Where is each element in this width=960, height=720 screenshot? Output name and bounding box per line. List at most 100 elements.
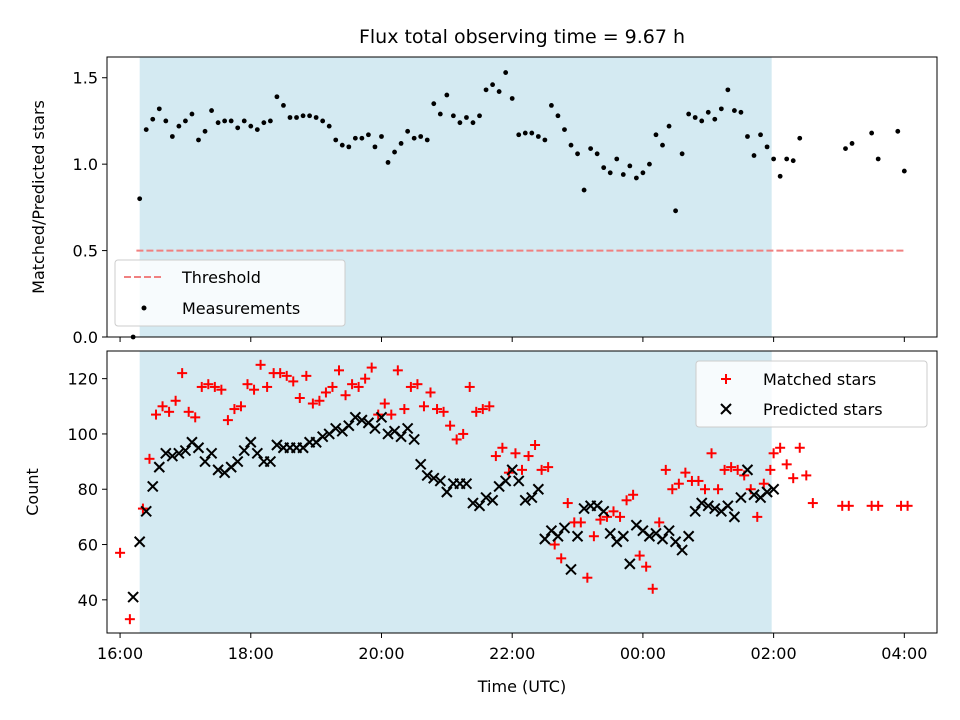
matched-star-point bbox=[634, 550, 645, 561]
cross-b bbox=[473, 500, 486, 512]
matched-stars-points bbox=[115, 359, 913, 625]
measurement-point bbox=[738, 109, 744, 115]
cross-b bbox=[460, 477, 473, 490]
measurement-point bbox=[555, 113, 561, 119]
cross-b bbox=[643, 530, 656, 542]
measurement-point bbox=[732, 108, 737, 113]
cross-b bbox=[388, 425, 401, 437]
measurement-point bbox=[503, 70, 509, 75]
measurement-point bbox=[549, 102, 554, 108]
matched-star-point bbox=[902, 500, 913, 511]
predicted-star-point bbox=[676, 544, 688, 556]
cross-b bbox=[369, 422, 381, 435]
matched-star-point bbox=[340, 390, 351, 401]
matched-star-point bbox=[471, 406, 482, 417]
matched-star-point bbox=[196, 381, 207, 392]
matched-star-point bbox=[222, 415, 233, 426]
matched-star-point bbox=[151, 409, 162, 420]
legend-measurements-swatch bbox=[141, 305, 147, 311]
cross-b bbox=[166, 450, 179, 462]
measurement-point bbox=[228, 118, 234, 124]
measurement-point bbox=[522, 130, 528, 136]
cross-b bbox=[689, 505, 701, 518]
legend-matched-label: Matched stars bbox=[763, 370, 876, 389]
y-tick-label: 40 bbox=[78, 591, 98, 610]
matched-star-point bbox=[794, 442, 805, 453]
cross-b bbox=[467, 497, 479, 509]
predicted-star-point bbox=[316, 430, 329, 443]
predicted-star-point bbox=[480, 491, 492, 504]
measurement-point bbox=[679, 151, 685, 157]
matched-star-point bbox=[641, 561, 652, 572]
matched-star-point bbox=[536, 464, 547, 475]
cross-b bbox=[362, 417, 375, 429]
ratio-panel: 0.0 0.5 1.0 1.5 Matched/Predicted stars Thr… bbox=[29, 56, 938, 347]
measurement-point bbox=[843, 146, 848, 152]
matched-star-point bbox=[360, 373, 371, 384]
measurement-point bbox=[398, 141, 404, 146]
x-tick-label: 16:00 bbox=[97, 644, 143, 663]
predicted-star-point bbox=[173, 447, 185, 460]
cross-b bbox=[767, 483, 780, 495]
measurement-point bbox=[496, 89, 502, 94]
matched-star-point bbox=[873, 500, 884, 511]
measurement-point bbox=[183, 118, 188, 124]
measurement-point bbox=[176, 123, 182, 129]
matched-star-point bbox=[719, 464, 730, 475]
measurement-point bbox=[352, 135, 358, 141]
matched-star-point bbox=[392, 365, 403, 376]
matched-star-point bbox=[608, 506, 619, 517]
predicted-star-point bbox=[728, 511, 741, 523]
ratio-x-axis bbox=[119, 337, 905, 342]
cross-b bbox=[597, 505, 610, 518]
measurement-point bbox=[771, 156, 777, 162]
matched-star-point bbox=[595, 514, 606, 525]
matched-star-point bbox=[464, 381, 475, 392]
y-tick-label: 60 bbox=[78, 536, 98, 555]
matched-star-point bbox=[177, 368, 188, 379]
time-x-axis: 16:00 18:00 20:00 22:00 00:00 02:00 04:00 bbox=[97, 633, 927, 663]
measurement-point bbox=[169, 134, 175, 139]
measurement-point bbox=[287, 115, 293, 120]
predicted-star-point bbox=[153, 461, 165, 473]
measurement-point bbox=[411, 135, 417, 141]
cross-b bbox=[199, 455, 211, 468]
legend-predicted-swatch bbox=[720, 403, 732, 415]
matched-star-point bbox=[216, 384, 227, 395]
matched-star-point bbox=[647, 583, 658, 594]
matched-star-point bbox=[660, 464, 671, 475]
cross-b bbox=[682, 530, 695, 542]
legend-predicted-label: Predicted stars bbox=[763, 400, 883, 419]
measurement-point bbox=[163, 118, 169, 124]
measurement-point bbox=[235, 125, 241, 131]
measurement-point bbox=[281, 102, 286, 108]
predicted-star-point bbox=[682, 530, 695, 542]
predicted-star-point bbox=[741, 464, 754, 476]
matched-star-point bbox=[510, 448, 521, 459]
cross-b bbox=[186, 436, 198, 448]
cross-b bbox=[656, 533, 669, 545]
predicted-star-point bbox=[441, 486, 453, 498]
measurement-point bbox=[607, 170, 613, 176]
x-tick-label: 20:00 bbox=[358, 644, 404, 663]
matched-star-point bbox=[164, 406, 175, 417]
matched-star-point bbox=[523, 451, 534, 462]
predicted-star-point bbox=[330, 422, 342, 435]
predicted-star-point bbox=[506, 464, 518, 476]
cross-b bbox=[251, 447, 264, 460]
measurement-point bbox=[666, 123, 672, 129]
measurement-point bbox=[764, 144, 770, 150]
cross-b bbox=[421, 469, 433, 482]
ratio-panel-frame bbox=[106, 56, 938, 338]
matched-star-point bbox=[768, 448, 779, 459]
cross-b bbox=[709, 502, 721, 515]
predicted-star-point bbox=[597, 505, 610, 518]
measurement-point bbox=[385, 160, 391, 165]
measurement-point bbox=[751, 153, 757, 158]
matched-star-point bbox=[654, 517, 665, 528]
y-tick-label: 0.5 bbox=[73, 242, 98, 261]
predicted-star-point bbox=[428, 472, 440, 484]
measurement-point bbox=[333, 137, 339, 143]
cross-b bbox=[375, 411, 388, 424]
cross-b bbox=[720, 403, 732, 415]
